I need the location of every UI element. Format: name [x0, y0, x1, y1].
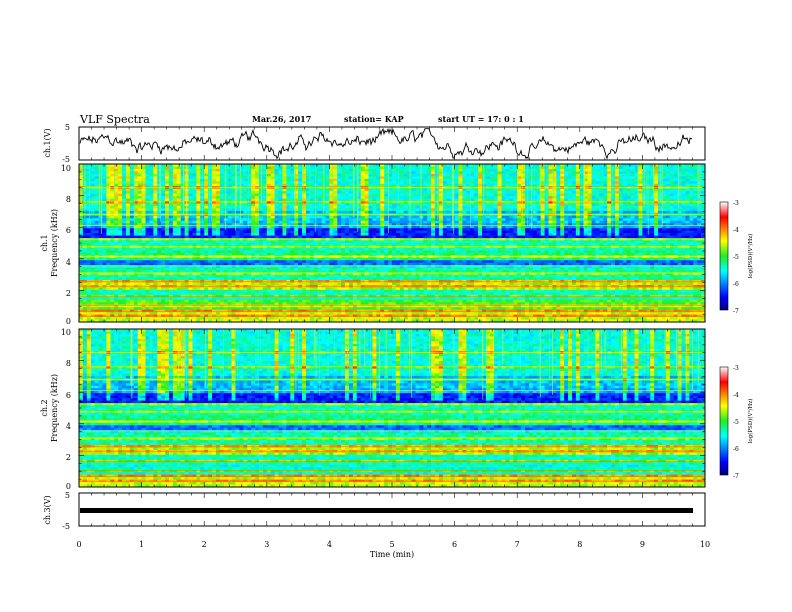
time-tick-label: 4 — [327, 540, 332, 549]
ch2-freq-tick-0: 0 — [66, 482, 71, 491]
time-tick-label: 9 — [640, 540, 645, 549]
ch2-colorbar-tick: -6 — [733, 446, 739, 453]
ch1-ytick-bottom: -5 — [62, 155, 70, 164]
ch1-ylabel-frequency: Frequency (kHz) — [50, 209, 59, 277]
ch2-freq-tick-4: 4 — [66, 422, 71, 431]
ch1-freq-tick-0: 0 — [66, 317, 71, 326]
ch3-ytick-bottom: -5 — [62, 522, 70, 531]
ch3-waveform-panel: 5 -5 ch.3(V) — [43, 491, 706, 531]
ch2-colorbar: -3 -4 -5 -6 -7 log(PSD)(V²/Hz) — [719, 365, 754, 480]
ch1-freq-tick-2: 2 — [66, 289, 71, 298]
ch1-spectrogram-image — [79, 164, 706, 323]
ch1-ylabel: ch.1(V) — [43, 128, 52, 157]
figure-title: VLF Spectra — [79, 113, 150, 126]
ch3-ylabel: ch.3(V) — [43, 495, 52, 524]
ch1-colorbar-tick: -6 — [733, 281, 739, 288]
time-tick-label: 0 — [76, 540, 81, 549]
ch2-ylabel-frequency: Frequency (kHz) — [50, 374, 59, 442]
ch2-ylabel-channel: ch.2 — [40, 399, 49, 416]
ch2-colorbar-gradient — [719, 366, 729, 476]
ch2-freq-tick-2: 2 — [66, 453, 71, 462]
time-tick-label: 8 — [577, 540, 582, 549]
time-tick-label: 10 — [700, 540, 710, 549]
axis-ticks — [78, 127, 706, 526]
time-tick-label: 2 — [202, 540, 207, 549]
time-axis-label: Time (min) — [370, 550, 414, 559]
ch2-freq-tick-10: 10 — [61, 328, 71, 337]
ch1-waveform-panel: 5 -5 ch.1(V) — [43, 123, 706, 164]
time-tick-label: 7 — [515, 540, 520, 549]
ch1-colorbar-label: log(PSD)(V²/Hz) — [747, 234, 754, 279]
ch1-freq-tick-4: 4 — [66, 258, 71, 267]
time-tick-label: 1 — [139, 540, 144, 549]
ch2-colorbar-tick: -7 — [733, 473, 739, 480]
ch2-spectrogram-image — [79, 329, 706, 488]
ch1-freq-tick-8: 8 — [66, 195, 71, 204]
ch2-colorbar-tick: -3 — [733, 365, 739, 372]
ch1-colorbar: -3 -4 -5 -6 -7 log(PSD)(V²/Hz) — [719, 200, 754, 315]
ch1-ylabel-channel: ch.1 — [40, 234, 49, 251]
ch2-freq-tick-8: 8 — [66, 359, 71, 368]
ch3-waveform-trace — [80, 508, 693, 513]
time-tick-label: 6 — [452, 540, 457, 549]
start-time-label: start UT = 17: 0 : 1 — [438, 114, 524, 124]
ch1-colorbar-tick: -5 — [733, 254, 739, 261]
ch2-freq-tick-6: 6 — [66, 391, 71, 400]
ch2-colorbar-tick: -4 — [733, 392, 739, 399]
ch1-colorbar-tick: -3 — [733, 200, 739, 207]
ch3-ytick-top: 5 — [65, 491, 70, 500]
date-label: Mar.26, 2017 — [252, 114, 311, 124]
time-tick-label: 5 — [389, 540, 394, 549]
ch1-freq-tick-10: 10 — [61, 164, 71, 173]
time-axis-tick-labels: 0 1 2 3 4 5 6 7 8 9 10 — [76, 540, 710, 549]
station-label: station= KAP — [344, 114, 404, 124]
ch1-spectrogram-panel: 10 8 6 4 2 0 ch.1 Frequency (kHz) — [40, 163, 706, 326]
ch1-freq-tick-6: 6 — [66, 226, 71, 235]
ch1-colorbar-gradient — [719, 201, 729, 311]
ch2-spectrogram-panel: 10 8 6 4 2 0 ch.2 Frequency (kHz) — [40, 328, 706, 491]
ch1-colorbar-tick: -4 — [733, 227, 739, 234]
ch1-colorbar-tick: -7 — [733, 308, 739, 315]
ch2-colorbar-label: log(PSD)(V²/Hz) — [747, 399, 754, 444]
time-tick-label: 3 — [264, 540, 269, 549]
ch1-waveform-trace — [79, 127, 693, 160]
ch1-ytick-top: 5 — [65, 123, 70, 132]
ch2-colorbar-tick: -5 — [733, 419, 739, 426]
